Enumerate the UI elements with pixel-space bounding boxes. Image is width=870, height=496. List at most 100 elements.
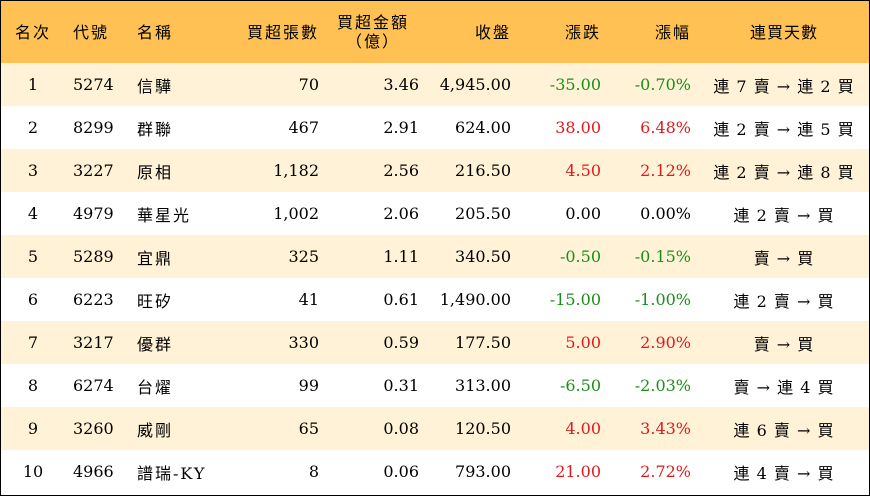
cell-name: 宜鼎: [137, 248, 174, 268]
cell-change-pct: -0.70%: [634, 75, 691, 94]
cell-net-buy-amount: 1.11: [383, 247, 419, 266]
header-change: 漲跌: [564, 22, 601, 42]
cell-change: 4.00: [565, 419, 601, 438]
header-row: 名次 代號 名稱 買超張數 買超金額 （億） 收盤 漲跌 漲幅 連買天數: [1, 1, 869, 63]
cell-net-buy-amount: 0.61: [383, 290, 419, 309]
header-rank: 名次: [14, 22, 51, 42]
cell-name: 譜瑞-KY: [137, 463, 207, 483]
cell-change-pct: 0.00%: [640, 204, 691, 223]
cell-change: -15.00: [549, 290, 601, 309]
cell-rank: 3: [27, 161, 39, 180]
table-row: 4 4979 華星光 1,002 2.06 205.50 0.00 0.00% 連 2 賣 → …: [1, 192, 869, 235]
cell-rank: 1: [27, 75, 39, 94]
cell-rank: 5: [27, 247, 39, 266]
cell-rank: 9: [27, 419, 39, 438]
cell-rank: 4: [27, 204, 39, 223]
cell-net-buy-lots: 467: [288, 118, 319, 137]
cell-code: 3217: [73, 333, 114, 352]
table-header: 名次 代號 名稱 買超張數 買超金額 （億） 收盤 漲跌 漲幅 連買天數: [1, 1, 869, 63]
cell-rank: 7: [27, 333, 39, 352]
cell-net-buy-amount: 0.59: [383, 333, 419, 352]
cell-change-pct: 2.12%: [640, 161, 691, 180]
cell-streak: 賣 → 買: [753, 334, 815, 354]
cell-net-buy-lots: 330: [288, 333, 319, 352]
cell-close: 340.50: [455, 247, 511, 266]
cell-code: 3227: [73, 161, 114, 180]
cell-net-buy-lots: 65: [298, 419, 319, 438]
cell-net-buy-amount: 2.56: [383, 161, 419, 180]
cell-net-buy-amount: 0.31: [383, 376, 419, 395]
cell-net-buy-lots: 1,182: [273, 161, 319, 180]
table-row: 5 5289 宜鼎 325 1.11 340.50 -0.50 -0.15% 賣 → 買: [1, 235, 869, 278]
cell-close: 177.50: [455, 333, 511, 352]
cell-net-buy-amount: 2.91: [383, 118, 419, 137]
table-row: 3 3227 原相 1,182 2.56 216.50 4.50 2.12% 連 2 賣 → 連…: [1, 149, 869, 192]
table-row: 9 3260 威剛 65 0.08 120.50 4.00 3.43% 連 6 賣 → 買: [1, 407, 869, 450]
cell-change: 0.00: [565, 204, 601, 223]
cell-streak: 賣 → 連 4 買: [733, 377, 835, 397]
cell-streak: 連 2 賣 → 連 5 買: [713, 119, 855, 139]
cell-name: 群聯: [137, 119, 174, 139]
cell-change-pct: -0.15%: [634, 247, 691, 266]
table-body: 1 5274 信驊 70 3.46 4,945.00 -35.00 -0.70% 連 7 賣 →…: [1, 63, 869, 493]
cell-streak: 連 4 賣 → 買: [733, 463, 835, 483]
cell-change: -35.00: [549, 75, 601, 94]
cell-net-buy-lots: 41: [298, 290, 319, 309]
cell-code: 6274: [73, 376, 114, 395]
cell-code: 6223: [73, 290, 114, 309]
cell-rank: 2: [27, 118, 39, 137]
cell-rank: 8: [27, 376, 39, 395]
cell-code: 4966: [73, 462, 114, 481]
table-row: 10 4966 譜瑞-KY 8 0.06 793.00 21.00 2.72% 連 4 賣 → …: [1, 450, 869, 493]
cell-close: 793.00: [455, 462, 511, 481]
cell-net-buy-lots: 325: [288, 247, 319, 266]
cell-streak: 連 2 賣 → 買: [733, 291, 835, 311]
cell-code: 4979: [73, 204, 114, 223]
cell-close: 120.50: [455, 419, 511, 438]
cell-streak: 連 7 賣 → 連 2 買: [713, 76, 855, 96]
header-code: 代號: [73, 22, 110, 42]
cell-streak: 連 2 賣 → 連 8 買: [713, 162, 855, 182]
cell-name: 台燿: [137, 377, 174, 397]
cell-change: -0.50: [559, 247, 601, 266]
cell-change-pct: -2.03%: [634, 376, 691, 395]
cell-net-buy-amount: 0.06: [383, 462, 419, 481]
header-name: 名稱: [137, 22, 174, 42]
cell-streak: 連 6 賣 → 買: [733, 420, 835, 440]
cell-close: 624.00: [455, 118, 511, 137]
cell-change: 4.50: [565, 161, 601, 180]
table-row: 6 6223 旺矽 41 0.61 1,490.00 -15.00 -1.00% 連 2 賣 →…: [1, 278, 869, 321]
cell-code: 8299: [73, 118, 114, 137]
cell-code: 5289: [73, 247, 114, 266]
cell-name: 旺矽: [137, 291, 174, 311]
header-net-buy-lots: 買超張數: [246, 22, 319, 42]
table-row: 2 8299 群聯 467 2.91 624.00 38.00 6.48% 連 2 賣 → 連 …: [1, 106, 869, 149]
cell-net-buy-lots: 99: [298, 376, 319, 395]
cell-code: 5274: [73, 75, 114, 94]
cell-close: 4,945.00: [439, 75, 511, 94]
cell-name: 原相: [137, 162, 174, 182]
cell-name: 華星光: [137, 205, 192, 225]
cell-name: 威剛: [137, 420, 174, 440]
cell-change-pct: 6.48%: [640, 118, 691, 137]
cell-change-pct: -1.00%: [634, 290, 691, 309]
header-streak: 連買天數: [749, 22, 818, 42]
cell-streak: 賣 → 買: [753, 248, 815, 268]
cell-net-buy-lots: 8: [308, 462, 319, 481]
cell-streak: 連 2 賣 → 買: [733, 205, 835, 225]
header-net-buy-amount-line2: （億）: [345, 32, 400, 51]
cell-change: -6.50: [559, 376, 601, 395]
cell-close: 313.00: [455, 376, 511, 395]
cell-rank: 6: [27, 290, 39, 309]
cell-rank: 10: [22, 462, 44, 481]
table-row: 1 5274 信驊 70 3.46 4,945.00 -35.00 -0.70% 連 7 賣 →…: [1, 63, 869, 106]
cell-code: 3260: [73, 419, 114, 438]
cell-close: 1,490.00: [439, 290, 511, 309]
cell-change: 5.00: [565, 333, 601, 352]
cell-name: 信驊: [137, 76, 174, 96]
header-close: 收盤: [474, 22, 511, 42]
table-row: 7 3217 優群 330 0.59 177.50 5.00 2.90% 賣 → 買: [1, 321, 869, 364]
header-change-pct: 漲幅: [654, 22, 691, 42]
